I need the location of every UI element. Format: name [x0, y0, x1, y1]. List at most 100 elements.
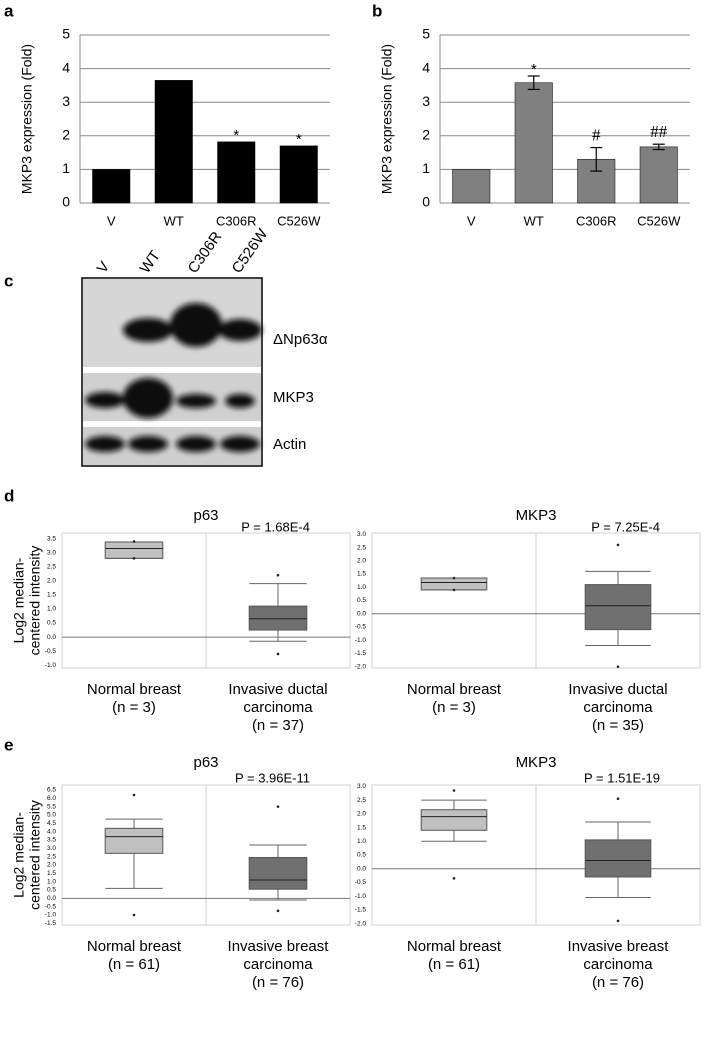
outlier — [132, 540, 136, 543]
panel-label: d — [4, 486, 14, 505]
x-tick-label: Normal breast — [407, 681, 502, 698]
lane-label: C526W — [229, 225, 272, 276]
annotation: * — [233, 127, 239, 144]
y-tick-label: 0 — [62, 194, 70, 210]
outlier — [616, 797, 620, 801]
y-tick-label: 3 — [422, 93, 430, 109]
y-tick-label: 2.5 — [357, 544, 366, 551]
x-tick-label: carcinoma — [583, 699, 653, 716]
y-tick-label: -1.5 — [355, 907, 367, 914]
y-tick-label: 5.5 — [47, 803, 56, 810]
y-tick-label: 2 — [422, 127, 430, 143]
y-tick-label: -1.0 — [355, 637, 367, 644]
x-tick-label: (n = 37) — [252, 717, 304, 734]
lane-label: V — [94, 259, 114, 277]
x-tick-label: Normal breast — [407, 938, 502, 955]
y-tick-label: 3.5 — [47, 837, 56, 844]
annotation: ## — [650, 122, 668, 141]
y-tick-label: 4 — [422, 59, 430, 75]
band — [85, 436, 125, 452]
bar — [452, 169, 491, 204]
x-tick-label: (n = 3) — [432, 699, 476, 716]
x-tick-label: (n = 61) — [108, 956, 160, 973]
y-tick-label: 2.0 — [357, 558, 366, 565]
x-tick-label: V — [467, 213, 476, 228]
outlier — [276, 573, 280, 577]
y-tick-label: 3.0 — [47, 549, 56, 556]
y-axis-label: centered intensity — [27, 800, 43, 910]
band — [225, 394, 255, 408]
y-tick-label: -2.0 — [355, 920, 367, 927]
panel-label: c — [4, 271, 13, 290]
y-tick-label: 5 — [422, 26, 430, 42]
x-tick-label: Invasive ductal — [568, 681, 667, 698]
bar — [217, 141, 256, 204]
y-axis-label: MKP3 expression (Fold) — [379, 44, 395, 194]
p-value: P = 1.68E-4 — [241, 519, 310, 534]
y-tick-label: -2.0 — [355, 663, 367, 670]
outlier — [132, 557, 136, 560]
y-tick-label: -1.0 — [45, 912, 57, 919]
bar — [92, 169, 131, 204]
p-value: P = 7.25E-4 — [591, 519, 660, 534]
y-tick-label: 2.0 — [47, 862, 56, 869]
x-tick-label: Invasive breast — [228, 938, 330, 955]
bar — [279, 145, 318, 204]
y-axis-label: centered intensity — [27, 546, 43, 656]
y-tick-label: 2.5 — [357, 797, 366, 804]
y-tick-label: 5.0 — [47, 812, 56, 819]
annotation: # — [592, 125, 601, 144]
p-value: P = 1.51E-19 — [584, 770, 660, 785]
outlier — [276, 909, 280, 913]
y-tick-label: 0.5 — [47, 887, 56, 894]
bar — [154, 80, 193, 204]
band — [128, 436, 168, 452]
y-tick-label: 6.0 — [47, 795, 56, 802]
outlier — [452, 789, 456, 792]
annotation: * — [531, 61, 537, 78]
y-tick-label: 0.0 — [357, 610, 366, 617]
y-tick-label: 1 — [422, 160, 430, 176]
y-tick-label: -0.5 — [45, 648, 57, 655]
y-tick-label: -0.5 — [355, 879, 367, 886]
y-tick-label: 1.0 — [357, 584, 366, 591]
band — [123, 318, 173, 342]
y-tick-label: 1.0 — [47, 878, 56, 885]
panel-label: b — [372, 1, 382, 20]
x-tick-label: C526W — [637, 213, 681, 228]
y-tick-label: 4 — [62, 59, 70, 75]
chart-title: p63 — [193, 507, 218, 524]
y-tick-label: 3.5 — [47, 535, 56, 542]
lane-label: C306R — [185, 228, 226, 276]
y-tick-label: 5 — [62, 26, 70, 42]
outlier — [132, 913, 136, 917]
y-tick-label: 0.5 — [357, 597, 366, 604]
band-label: MKP3 — [273, 389, 314, 406]
y-tick-label: 3.0 — [357, 783, 366, 790]
y-tick-label: 3.0 — [357, 531, 366, 538]
y-tick-label: 0 — [422, 194, 430, 210]
y-tick-label: 0.0 — [357, 865, 366, 872]
outlier — [452, 877, 456, 880]
x-tick-label: Invasive breast — [568, 938, 670, 955]
box — [104, 541, 164, 559]
outlier — [616, 543, 620, 547]
y-tick-label: 2.0 — [47, 578, 56, 585]
x-tick-label: (n = 35) — [592, 717, 644, 734]
y-tick-label: 0.5 — [47, 620, 56, 627]
outlier — [616, 665, 620, 668]
lane-label: WT — [137, 248, 164, 277]
y-tick-label: 1.5 — [357, 824, 366, 831]
outlier — [276, 805, 280, 808]
outlier — [276, 652, 280, 656]
chart-title: MKP3 — [516, 507, 557, 524]
x-tick-label: carcinoma — [243, 699, 313, 716]
y-tick-label: -1.0 — [45, 662, 57, 669]
y-tick-label: 0.0 — [47, 634, 56, 641]
y-tick-label: 1.5 — [47, 592, 56, 599]
y-tick-label: 1.5 — [357, 571, 366, 578]
panel-label: e — [4, 735, 13, 754]
chart-title: p63 — [193, 754, 218, 771]
